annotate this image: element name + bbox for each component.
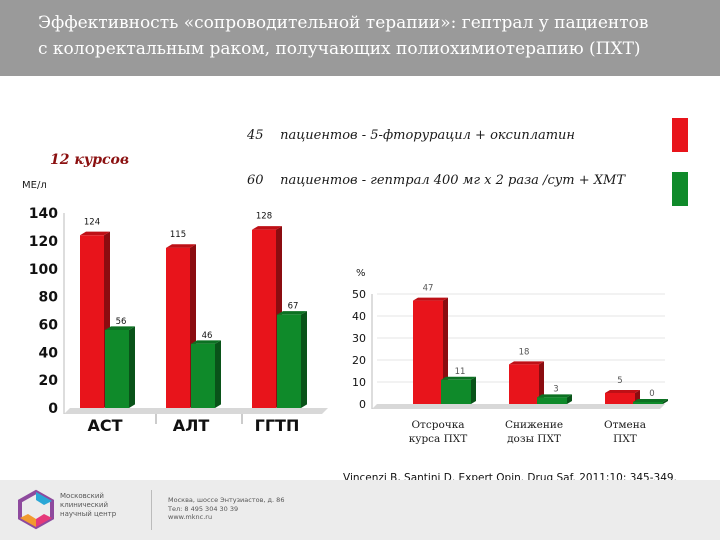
chart2-category-label-3: Отмена ПХТ [585, 418, 665, 446]
data-label: 5 [617, 376, 622, 386]
data-label: 67 [288, 302, 299, 312]
legend-swatch-red [672, 118, 688, 152]
slide-title-line-2: с колоректальным раком, получающих полио… [38, 39, 641, 59]
bar-red-2 [166, 247, 190, 408]
bar-green-2 [537, 397, 567, 404]
data-label: 47 [423, 284, 434, 294]
y-tick-label: 120 [29, 234, 58, 250]
bar-side [567, 394, 572, 404]
data-label: 0 [649, 389, 654, 399]
data-label: 18 [519, 347, 530, 357]
legend-swatch-green [672, 172, 688, 206]
bar-top [605, 390, 640, 393]
chart2-category-1-line-1: Отсрочка [411, 419, 465, 431]
footer-logo-line-2: клинический [60, 501, 108, 509]
bar-green-1 [105, 330, 129, 408]
y-tick-label: 80 [39, 290, 59, 306]
y-tick-label: 20 [352, 354, 366, 367]
chart2-category-3-line-2: ПХТ [613, 433, 637, 445]
y-tick-label: 140 [29, 206, 58, 222]
y-tick-label: 30 [352, 332, 366, 345]
bar-side [129, 326, 135, 408]
data-label: 115 [170, 230, 186, 240]
bar-side [539, 361, 544, 404]
bar-red-1 [80, 235, 104, 408]
footer-address: Москва, шоссе Энтузиастов, д. 86 [168, 496, 285, 504]
bar-red-3 [605, 393, 635, 404]
data-label: 56 [116, 317, 127, 327]
courses-label: 12 курсов [50, 152, 130, 168]
bar-top [105, 326, 135, 330]
bar-red-3 [252, 229, 276, 408]
bar-green-2 [191, 343, 215, 408]
footer-logo-line-3: научный центр [60, 510, 117, 518]
footer-logo-line-1: Московский [60, 492, 104, 500]
category-label: АСТ [87, 416, 122, 435]
enzymes-bar-chart: 0 20 40 60 80 100 120 140 124 56 АСТ 115 46 АЛТ 128 67 Г… [29, 206, 328, 435]
bar-side [301, 311, 307, 408]
bar-green-3 [277, 314, 301, 408]
bar-top [633, 399, 668, 402]
chart-floor [372, 404, 665, 409]
chart2-category-2-line-1: Снижение [504, 419, 564, 431]
bar-top [413, 297, 448, 301]
bar-top [166, 244, 196, 248]
legend-item-heptral: 60 пациентов - гептрал 400 мг х 2 раза /… [247, 173, 625, 188]
y-tick-label: 100 [29, 262, 58, 278]
chart-floor [64, 408, 328, 414]
data-label: 11 [455, 367, 466, 377]
y-tick-label: 40 [39, 345, 59, 361]
y-tick-label: 60 [39, 317, 59, 333]
bar-side [663, 399, 668, 404]
mknc-logo-icon [18, 489, 54, 530]
legend-count-control: 45 [247, 128, 264, 143]
y-tick-label: 0 [48, 401, 58, 417]
chart1-ylabel: МЕ/л [22, 180, 47, 191]
footer-site[interactable]: www.mknc.ru [168, 513, 213, 521]
legend-count-heptral: 60 [247, 173, 264, 188]
y-tick-label: 10 [352, 376, 366, 389]
bar-top [277, 311, 307, 315]
bar-top [252, 226, 282, 230]
bar-green-3 [633, 402, 663, 404]
data-label: 3 [553, 384, 558, 394]
footer-contacts: Москва, шоссе Энтузиастов, д. 86 Тел: 8 … [168, 496, 284, 522]
chart2-category-1-line-2: курса ПХТ [408, 433, 468, 445]
legend-text-control: пациентов - 5-фторурацил + оксиплатин [280, 128, 575, 143]
y-tick-label: 20 [39, 373, 59, 389]
footer-bar [0, 480, 720, 540]
slide-title-line-1: Эффективность «сопроводительной терапии»… [38, 13, 649, 33]
footer-logo-text: Московский клинический научный центр [60, 492, 116, 519]
data-label: 46 [202, 331, 213, 341]
chart2-category-label-2: Снижение дозы ПХТ [494, 418, 574, 446]
bar-top [80, 231, 110, 236]
slide-header: Эффективность «сопроводительной терапии»… [0, 0, 720, 76]
bar-top [441, 376, 476, 380]
bar-side [471, 376, 476, 404]
chart2-category-3-line-1: Отмена [603, 419, 647, 431]
data-label: 128 [256, 212, 272, 222]
legend-text-heptral: пациентов - гептрал 400 мг х 2 раза /сут… [280, 173, 625, 188]
y-tick-label: 0 [359, 398, 366, 411]
footer-divider [151, 490, 152, 530]
chart2-category-label-1: Отсрочка курса ПХТ [398, 418, 478, 446]
category-label: АЛТ [173, 416, 210, 435]
bar-top [191, 340, 221, 344]
category-label: ГГТП [255, 416, 300, 435]
bar-top [537, 394, 572, 398]
footer-phone: Тел: 8 495 304 30 39 [168, 504, 239, 513]
legend-item-control: 45 пациентов - 5-фторурацил + оксиплатин [247, 128, 575, 143]
y-tick-label: 50 [352, 288, 366, 301]
data-label: 124 [84, 217, 100, 227]
y-tick-label: 40 [352, 310, 366, 323]
chart2-ylabel: % [356, 268, 366, 279]
bar-top [509, 361, 544, 365]
bar-red-1 [413, 300, 443, 404]
bar-green-1 [441, 379, 471, 404]
bar-red-2 [509, 364, 539, 404]
slide-title: Эффективность «сопроводительной терапии»… [38, 10, 698, 62]
chart2-category-2-line-2: дозы ПХТ [507, 433, 561, 445]
bar-side [215, 340, 221, 408]
